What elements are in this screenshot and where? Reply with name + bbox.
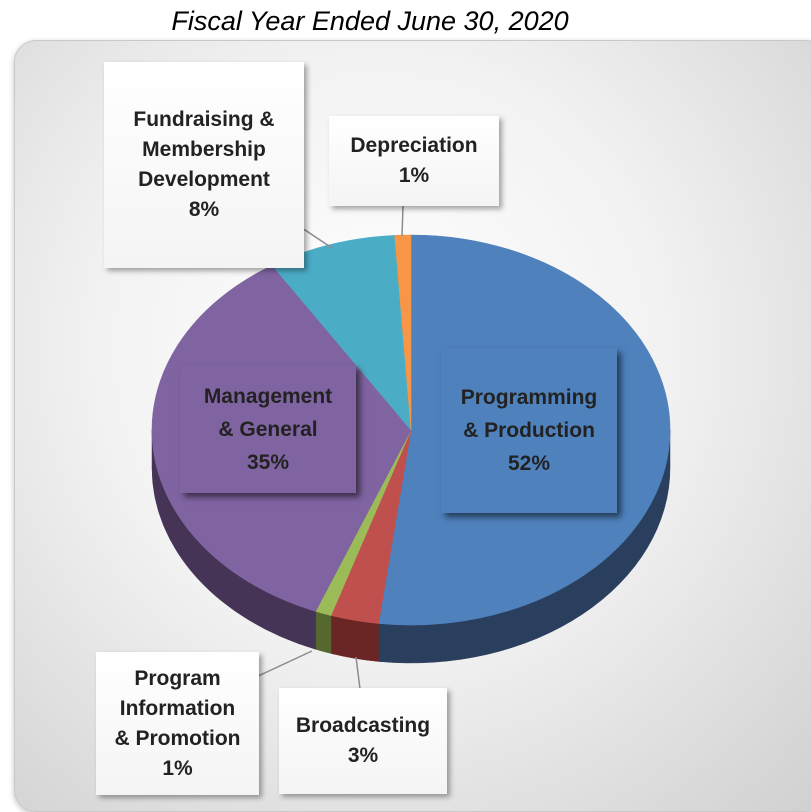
- label-percent: 3%: [347, 744, 379, 767]
- label-line: Membership: [142, 138, 266, 161]
- slice-label-fundraising: Fundraising & Membership Development 8%: [104, 62, 304, 268]
- pie-side-walls: [151, 429, 671, 664]
- label-percent: 1%: [162, 756, 193, 780]
- label-line: Broadcasting: [295, 714, 431, 737]
- leader-depreciation: [401, 205, 404, 237]
- label-line: Management: [203, 384, 333, 408]
- label-line: Information: [119, 696, 236, 720]
- label-line: & Promotion: [114, 726, 241, 750]
- label-percent: 35%: [246, 450, 290, 474]
- label-line: Programming: [460, 386, 598, 409]
- label-line: & General: [218, 417, 318, 441]
- slice-label-broadcasting: Broadcasting 3%: [279, 688, 447, 794]
- pie-slice-depreciation: [394, 234, 412, 431]
- slice-label-management: Management & General 35%: [180, 365, 356, 493]
- label-line: Depreciation: [350, 134, 478, 157]
- label-percent: 52%: [507, 452, 551, 475]
- slice-label-depreciation: Depreciation 1%: [329, 116, 499, 206]
- pie-side-program-information: [315, 610, 332, 654]
- label-line: Program: [134, 666, 221, 690]
- chart-title: Fiscal Year Ended June 30, 2020: [171, 6, 569, 36]
- slice-label-programming: Programming & Production 52%: [441, 348, 617, 513]
- slice-label-program-information: Program Information & Promotion 1%: [96, 652, 259, 795]
- label-percent: 8%: [188, 198, 220, 221]
- label-line: Fundraising &: [133, 108, 275, 131]
- label-line: Development: [138, 168, 270, 191]
- label-percent: 1%: [398, 164, 430, 187]
- label-line: & Production: [463, 419, 595, 442]
